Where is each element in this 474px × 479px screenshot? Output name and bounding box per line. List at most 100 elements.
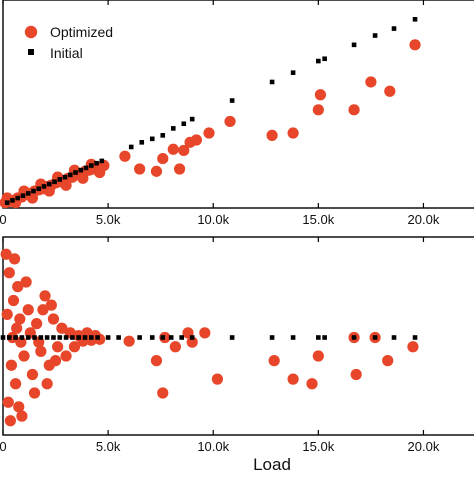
x-tick-label: 5.0k xyxy=(96,212,121,227)
data-point-initial xyxy=(73,170,78,175)
data-point-optimized xyxy=(8,253,21,265)
data-point-optimized xyxy=(56,322,68,334)
data-point-optimized xyxy=(157,387,169,399)
data-point-optimized xyxy=(41,378,53,390)
data-point-optimized xyxy=(14,313,26,325)
series-initial xyxy=(0,335,418,340)
data-point-optimized xyxy=(47,313,60,325)
data-point-initial xyxy=(316,58,321,64)
data-point-optimized xyxy=(18,350,30,362)
data-point-optimized xyxy=(150,355,163,367)
x-tick-label: 15.0k xyxy=(302,439,334,454)
data-point-optimized xyxy=(123,335,135,347)
x-tick-label: 10.0k xyxy=(197,212,229,227)
data-point-initial xyxy=(372,33,378,38)
data-point-initial xyxy=(128,144,134,150)
data-point-optimized xyxy=(5,359,18,371)
data-point-initial xyxy=(149,335,155,340)
data-point-initial xyxy=(351,335,357,340)
data-point-initial xyxy=(391,335,397,340)
data-point-optimized xyxy=(37,304,49,316)
data-point-initial xyxy=(76,335,81,340)
data-point-initial xyxy=(290,70,296,75)
data-point-initial xyxy=(372,335,378,340)
data-point-initial xyxy=(99,158,105,164)
x-tick-label: 0 xyxy=(0,439,7,454)
data-point-initial xyxy=(88,163,94,168)
data-point-initial xyxy=(391,26,397,31)
data-point-optimized xyxy=(306,378,318,390)
data-point-optimized xyxy=(20,276,32,288)
data-point-optimized xyxy=(157,152,169,165)
data-point-optimized xyxy=(11,322,23,334)
data-point-optimized xyxy=(169,341,181,353)
x-tick-label: 0 xyxy=(0,212,7,227)
data-point-initial xyxy=(351,42,357,48)
data-point-initial xyxy=(32,335,37,340)
data-point-optimized xyxy=(350,368,362,381)
data-point-optimized xyxy=(1,308,13,320)
legend-marker-initial xyxy=(28,49,34,55)
data-point-initial xyxy=(189,116,195,122)
data-point-optimized xyxy=(312,350,324,362)
data-point-optimized xyxy=(16,410,28,422)
data-point-initial xyxy=(10,198,15,203)
top-scatter-panel: 0 5.0k 10.0k 15.0k 20.0k Optimized Initial xyxy=(0,0,474,227)
data-point-initial xyxy=(105,335,111,340)
data-point-initial xyxy=(13,335,18,340)
x-tick-label: 10.0k xyxy=(197,439,229,454)
data-point-optimized xyxy=(173,163,186,175)
data-point-initial xyxy=(316,335,321,340)
data-point-optimized xyxy=(52,341,64,353)
data-point-optimized xyxy=(384,85,396,97)
data-point-optimized xyxy=(312,104,324,116)
data-point-initial xyxy=(95,335,100,340)
data-point-initial xyxy=(229,98,235,103)
data-point-initial xyxy=(44,335,50,340)
data-point-optimized xyxy=(26,368,39,381)
data-point-optimized xyxy=(49,355,62,367)
series-optimized xyxy=(0,39,421,209)
data-point-initial xyxy=(322,56,327,62)
data-point-initial xyxy=(62,174,68,180)
data-point-initial xyxy=(57,335,63,340)
data-point-initial xyxy=(412,16,418,22)
data-point-optimized xyxy=(203,127,215,139)
data-point-initial xyxy=(94,160,99,166)
data-point-optimized xyxy=(3,267,15,279)
data-point-initial xyxy=(149,136,155,142)
data-point-initial xyxy=(170,126,176,131)
data-point-initial xyxy=(41,184,47,189)
data-point-optimized xyxy=(28,387,41,399)
data-point-initial xyxy=(82,335,88,340)
data-point-optimized xyxy=(31,318,43,330)
data-point-initial xyxy=(160,335,166,340)
data-point-initial xyxy=(137,335,142,340)
x-axis-label: Load xyxy=(253,455,291,474)
data-point-optimized xyxy=(199,327,211,339)
data-point-initial xyxy=(412,335,418,340)
data-point-initial xyxy=(57,177,63,182)
data-point-optimized xyxy=(407,341,419,353)
data-point-optimized xyxy=(39,290,51,302)
data-point-initial xyxy=(51,335,56,340)
data-point-optimized xyxy=(22,304,34,316)
data-point-optimized xyxy=(4,415,16,427)
data-point-optimized xyxy=(365,76,377,88)
data-point-initial xyxy=(25,191,31,196)
legend: Optimized Initial xyxy=(24,24,113,61)
data-point-initial xyxy=(181,121,187,127)
data-point-initial xyxy=(36,186,42,192)
data-point-initial xyxy=(322,335,327,340)
data-point-initial xyxy=(269,335,275,340)
data-point-initial xyxy=(52,179,57,185)
data-point-optimized xyxy=(314,89,327,101)
data-point-initial xyxy=(67,172,73,178)
data-point-initial xyxy=(25,335,31,340)
data-point-optimized xyxy=(348,104,360,116)
data-point-optimized xyxy=(167,143,179,155)
data-point-initial xyxy=(20,193,26,199)
data-point-optimized xyxy=(13,401,25,413)
data-point-optimized xyxy=(119,150,131,162)
